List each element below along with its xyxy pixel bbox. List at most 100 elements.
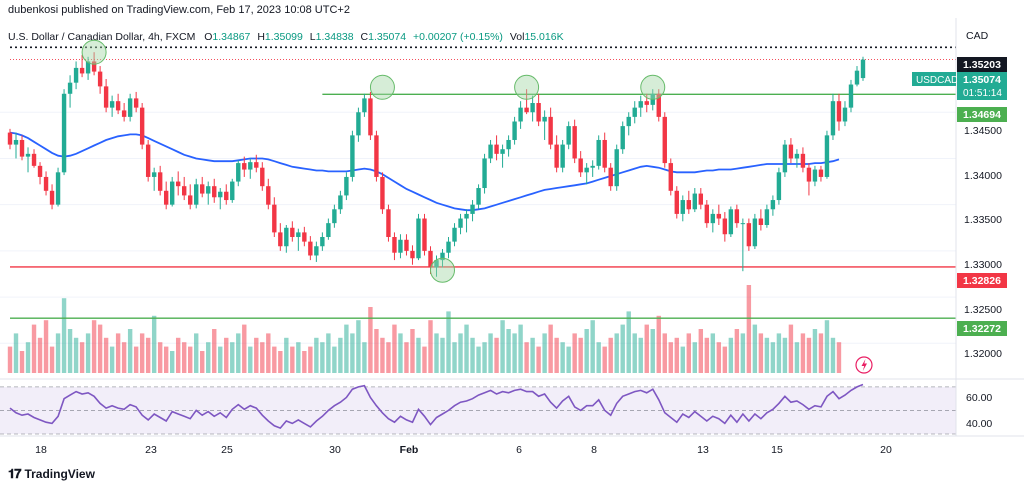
volume-label: Vol xyxy=(509,31,525,43)
volume-bar xyxy=(650,329,655,373)
candle-body xyxy=(224,191,229,201)
volume-bar xyxy=(260,342,265,373)
candle-body xyxy=(710,213,716,224)
change-value: +0.00207 (+0.15%) xyxy=(413,31,503,43)
candle-body xyxy=(614,149,619,187)
volume-bar xyxy=(151,315,157,373)
candle-body xyxy=(91,61,97,72)
volume-bar xyxy=(434,333,439,373)
volume-bar xyxy=(536,346,541,373)
volume-bar xyxy=(608,337,613,373)
candle-body xyxy=(308,241,313,256)
candle-body xyxy=(728,209,734,235)
volume-bar xyxy=(103,337,109,373)
candle-body xyxy=(830,101,836,136)
candle-body xyxy=(73,67,79,83)
candle-body xyxy=(206,186,211,194)
candle-body xyxy=(19,139,25,157)
dotted-level-tag-text: 1.35203 xyxy=(963,59,1001,71)
volume-bar xyxy=(506,329,511,373)
candle-body xyxy=(656,93,661,117)
volume-bar xyxy=(572,333,577,373)
candle-body xyxy=(776,172,782,201)
volume-bar xyxy=(518,324,523,373)
volume-bar xyxy=(578,337,583,373)
volume-bar xyxy=(314,337,319,373)
candle-body xyxy=(752,218,758,247)
candle-body xyxy=(812,169,818,182)
candle-body xyxy=(380,176,385,210)
candle-body xyxy=(254,162,259,168)
tradingview-logo[interactable]: 𝟏𝟕 TradingView xyxy=(8,466,95,482)
lightning-icon[interactable] xyxy=(855,356,873,374)
candle-body xyxy=(734,209,740,224)
candle-body xyxy=(326,223,331,238)
volume-bar xyxy=(446,311,451,373)
candle-body xyxy=(494,144,499,154)
y-tick-label: 1.33000 xyxy=(964,259,1002,271)
candle-body xyxy=(686,200,691,210)
volume-bar xyxy=(61,298,67,373)
volume-bar xyxy=(91,320,97,373)
candle-body xyxy=(602,139,607,168)
volume-bar xyxy=(362,342,367,373)
candle-body xyxy=(554,144,559,168)
volume-bar xyxy=(254,337,259,373)
x-tick-label: 30 xyxy=(329,444,341,456)
candle-body xyxy=(43,176,49,191)
volume-bar xyxy=(200,351,205,373)
volume-bar xyxy=(236,333,241,373)
marker-circle xyxy=(640,74,666,100)
volume-bar xyxy=(638,337,643,373)
volume-bar xyxy=(602,346,607,373)
support1-tag xyxy=(957,273,1007,288)
volume-bar xyxy=(43,320,49,373)
volume-bar xyxy=(169,351,175,373)
candle-body xyxy=(458,218,463,228)
volume-bar xyxy=(812,329,818,373)
volume-bar xyxy=(632,333,637,373)
volume-bar xyxy=(482,342,487,373)
candle-body xyxy=(290,227,295,238)
candle-body xyxy=(692,193,698,210)
volume-bar xyxy=(266,333,271,373)
volume-bar xyxy=(818,333,824,373)
volume-bar xyxy=(722,346,728,373)
volume-bar xyxy=(512,333,517,373)
candle-body xyxy=(764,209,770,225)
volume-bar xyxy=(67,329,73,373)
volume-bar xyxy=(752,324,758,373)
high-label: H xyxy=(257,31,265,43)
volume-bar xyxy=(704,337,710,373)
candle-body xyxy=(416,218,421,259)
candle-body xyxy=(31,153,37,166)
candle-body xyxy=(37,165,43,177)
volume-bar xyxy=(97,324,103,373)
volume-bar xyxy=(542,333,547,373)
candle-body xyxy=(584,167,589,173)
low-label: L xyxy=(309,31,316,43)
candle-body xyxy=(85,61,91,74)
volume-bar xyxy=(320,342,325,373)
candle-body xyxy=(242,163,247,170)
volume-bar xyxy=(458,333,463,373)
candle-body xyxy=(638,101,643,108)
volume-bar xyxy=(218,346,223,373)
candle-body xyxy=(272,204,277,233)
volume-bar xyxy=(734,329,740,373)
candle-body xyxy=(848,84,854,108)
volume-bar xyxy=(668,342,673,373)
volume-bar xyxy=(530,337,535,373)
candle-body xyxy=(218,191,223,198)
volume-bar xyxy=(686,333,691,373)
candle-body xyxy=(127,98,133,117)
candle-body xyxy=(266,186,271,205)
volume-bar xyxy=(674,337,679,373)
volume-bar xyxy=(344,324,349,373)
volume-bar xyxy=(584,329,589,373)
volume-bar xyxy=(242,324,247,373)
volume-layer xyxy=(7,285,842,373)
candle-body xyxy=(824,135,830,177)
volume-bar xyxy=(31,324,37,373)
